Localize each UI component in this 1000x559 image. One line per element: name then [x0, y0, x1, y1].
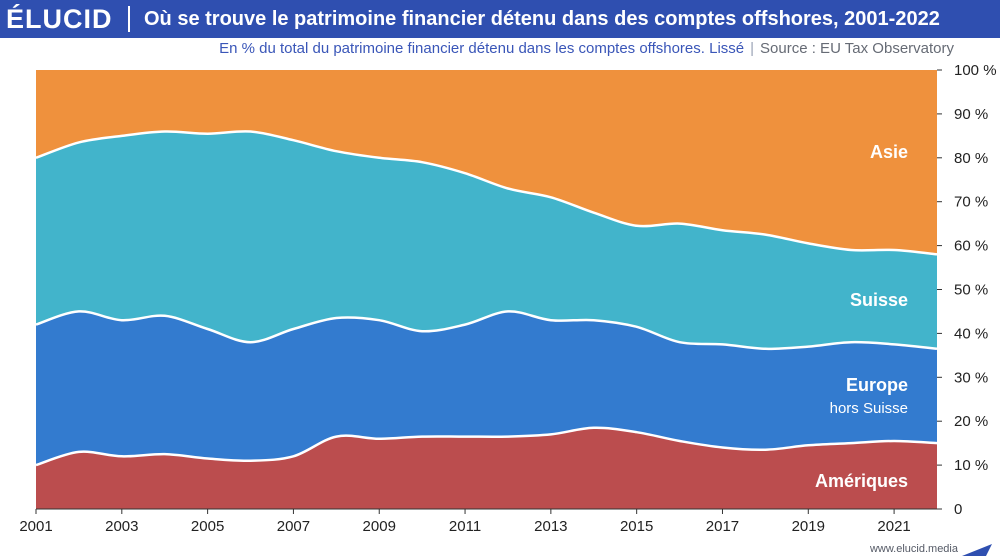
y-tick-label: 10 %	[954, 457, 988, 474]
y-tick-label: 50 %	[954, 282, 988, 299]
y-tick-label: 70 %	[954, 194, 988, 211]
boundary-line-europe	[35, 310, 938, 351]
y-tick-label: 40 %	[954, 325, 988, 342]
series-label-ameriques: Amériques	[815, 471, 908, 491]
area-suisse	[36, 131, 937, 349]
y-tick-label: 20 %	[954, 413, 988, 430]
boundary-line-ameriques	[35, 426, 938, 467]
boundary-line-suisse	[35, 130, 938, 256]
area-ameriques	[36, 427, 937, 509]
header-bar: ÉLUCID Où se trouve le patrimoine financ…	[0, 0, 1000, 38]
x-tick-label: 2011	[449, 518, 481, 535]
source-text: Source : EU Tax Observatory	[760, 40, 954, 57]
series-label-asie: Asie	[870, 142, 908, 162]
area-asie	[36, 70, 937, 255]
elucid-logo: ÉLUCID	[6, 4, 113, 34]
y-tick-label: 100 %	[954, 62, 997, 79]
y-tick-label: 30 %	[954, 369, 988, 386]
x-tick-label: 2009	[363, 518, 396, 535]
x-tick-label: 2001	[19, 518, 52, 535]
subtitle-text: En % du total du patrimoine financier dé…	[219, 40, 745, 57]
series-label-suisse: Suisse	[850, 290, 908, 310]
x-tick-label: 2003	[105, 518, 138, 535]
series-sublabel-europe: hors Suisse	[830, 400, 908, 417]
x-tick-label: 2015	[620, 518, 653, 535]
y-tick-label: 60 %	[954, 238, 988, 255]
chart-title: Où se trouve le patrimoine financier dét…	[144, 8, 940, 30]
x-tick-label: 2017	[706, 518, 739, 535]
series-label-europe: Europe	[846, 375, 908, 395]
chart-subtitle: En % du total du patrimoine financier dé…	[0, 39, 954, 59]
y-tick-label: 0	[954, 501, 962, 518]
footer-url[interactable]: www.elucid.media	[869, 543, 958, 555]
x-tick-label: 2013	[534, 518, 567, 535]
x-tick-label: 2021	[877, 518, 910, 535]
area-europe	[36, 311, 937, 466]
subtitle-separator: |	[750, 40, 755, 57]
x-tick-label: 2019	[792, 518, 825, 535]
x-tick-label: 2005	[191, 518, 224, 535]
x-tick-label: 2007	[277, 518, 310, 535]
elucid-arrow-icon	[962, 544, 992, 556]
y-tick-label: 80 %	[954, 150, 988, 167]
logo-separator	[128, 6, 130, 32]
y-tick-label: 90 %	[954, 106, 988, 123]
